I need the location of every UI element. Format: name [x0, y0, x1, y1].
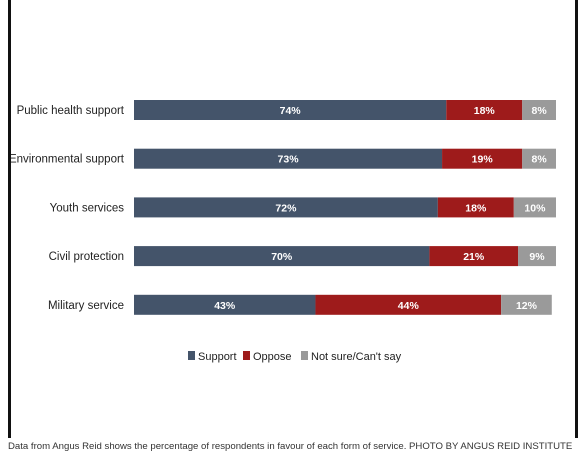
- data-label: 8%: [532, 105, 548, 117]
- bar-segment-1: [134, 294, 316, 315]
- bar-segment-2: [446, 100, 523, 120]
- bar-segment-2: [315, 294, 502, 315]
- data-label: 73%: [278, 154, 300, 166]
- legend-label: Oppose: [253, 351, 292, 363]
- data-label: 70%: [271, 251, 293, 263]
- bar-segment-2: [429, 246, 519, 267]
- bar-segment-1: [134, 197, 438, 218]
- data-label: 43%: [214, 300, 236, 312]
- bar-segment-3: [501, 294, 552, 315]
- frame-left-border: [8, 0, 11, 438]
- category-label: Civil protection: [49, 251, 124, 263]
- data-label: 10%: [524, 202, 546, 214]
- data-label: 21%: [463, 251, 485, 263]
- data-label: 74%: [280, 105, 302, 117]
- data-label: 8%: [532, 154, 548, 166]
- data-label: 9%: [529, 251, 545, 263]
- bar-segment-2: [437, 197, 514, 218]
- bar-segment-1: [134, 246, 430, 267]
- legend-swatch: [243, 351, 250, 360]
- bar-segment-1: [134, 100, 447, 120]
- legend-swatch: [301, 351, 308, 360]
- category-label: Military service: [48, 300, 124, 312]
- data-label: 72%: [275, 202, 297, 214]
- category-label: Environmental support: [11, 154, 125, 166]
- data-label: 44%: [398, 300, 420, 312]
- stacked-bar-chart: Public health support 74% 18% 8% Environment…: [11, 100, 556, 363]
- bar-segment-3: [513, 197, 556, 218]
- data-label: 18%: [474, 105, 496, 117]
- legend-label: Not sure/Can't say: [311, 351, 402, 363]
- category-label: Youth services: [50, 202, 125, 214]
- category-label: Public health support: [17, 105, 125, 117]
- bar-segment-3: [522, 100, 556, 120]
- frame-right-border: [575, 0, 578, 438]
- data-label: 19%: [472, 154, 494, 166]
- bar-segment-3: [518, 246, 556, 267]
- bar-segment-2: [442, 148, 523, 169]
- bar-segment-1: [134, 148, 443, 169]
- image-caption: Data from Angus Reid shows the percentag…: [8, 441, 573, 452]
- chart-panel: Public health support 74% 18% 8% Environment…: [11, 0, 575, 438]
- bar-segment-3: [522, 148, 556, 169]
- legend-label: Support: [198, 351, 237, 363]
- data-label: 18%: [465, 202, 487, 214]
- data-label: 12%: [516, 300, 538, 312]
- legend-swatch: [188, 351, 195, 360]
